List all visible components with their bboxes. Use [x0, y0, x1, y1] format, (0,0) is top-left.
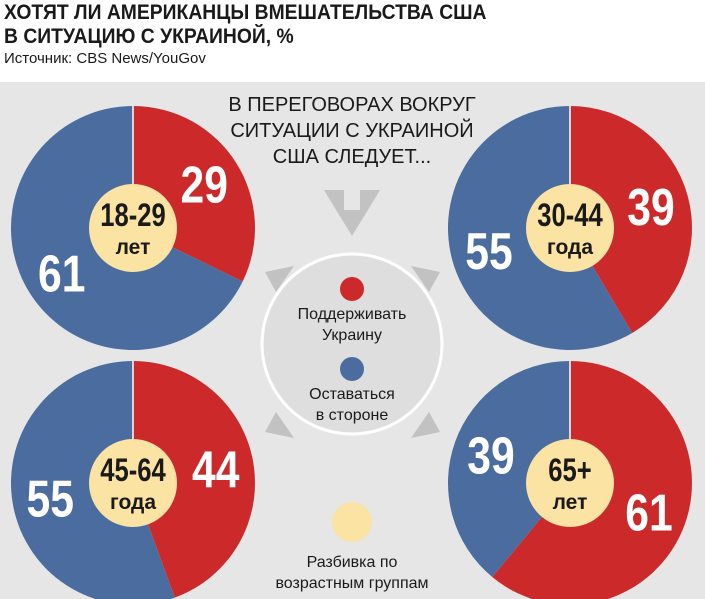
- pie-center: [526, 439, 614, 527]
- data-label-stay-out: 55: [465, 223, 512, 281]
- data-label-stay-out: 61: [38, 246, 85, 304]
- age-group-label: 18-29: [100, 198, 165, 233]
- age-group-sublabel: лет: [553, 491, 588, 514]
- data-label-stay-out: 55: [27, 471, 74, 529]
- pie-center: [89, 184, 177, 272]
- data-label-stay-out: 39: [467, 428, 514, 486]
- question-text-line: В ПЕРЕГОВОРАХ ВОКРУГ: [228, 94, 476, 116]
- down-arrow-icon: [324, 190, 380, 236]
- arrow-bottom-left-icon: [265, 412, 294, 438]
- legend-stay-out-label: в стороне: [316, 407, 389, 424]
- pie-slice-support: [133, 361, 255, 598]
- age-group-label: 30-44: [537, 198, 602, 233]
- legend-stay-out-label: Оставаться: [309, 386, 395, 403]
- age-group-sublabel: года: [110, 491, 156, 514]
- chart-title-line-1: ХОТЯТ ЛИ АМЕРИКАНЦЫ ВМЕШАТЕЛЬСТВА США: [4, 1, 487, 24]
- pie-slice-support: [570, 106, 692, 333]
- legend-support-label: Поддерживать: [298, 306, 407, 323]
- data-label-support: 39: [627, 179, 674, 237]
- source-note: Источник: CBS News/YouGov: [4, 50, 206, 67]
- arrow-top-right-icon: [411, 266, 440, 292]
- data-label-support: 61: [625, 485, 672, 543]
- pie-slice-stay-out: [447, 361, 570, 577]
- legend-age-label: Разбивка по: [307, 554, 398, 571]
- legend-support-swatch: [340, 277, 364, 301]
- data-label-support: 29: [181, 157, 228, 215]
- pie-center: [526, 184, 614, 272]
- question-text-line: СИТУАЦИИ С УКРАИНОЙ: [230, 118, 473, 142]
- chart-title-line-2: В СИТУАЦИЮ С УКРАИНОЙ, %: [4, 25, 294, 48]
- arrow-top-left-icon: [265, 266, 294, 292]
- age-group-label: 45-64: [100, 453, 165, 488]
- legend-stay-out-swatch: [340, 357, 364, 381]
- arrow-bottom-right-icon: [411, 412, 440, 438]
- legend-support-label: Украину: [322, 327, 382, 344]
- legend-age-swatch: [332, 502, 372, 542]
- header: ХОТЯТ ЛИ АМЕРИКАНЦЫ ВМЕШАТЕЛЬСТВА США В …: [0, 0, 705, 80]
- question-text-line: США СЛЕДУЕТ...: [273, 146, 431, 168]
- age-group-sublabel: года: [547, 236, 593, 259]
- pie-center: [89, 439, 177, 527]
- age-group-sublabel: лет: [116, 236, 151, 259]
- legend-age-label: возрастным группам: [275, 575, 428, 592]
- age-group-label: 65+: [548, 453, 591, 488]
- legend-circle: [260, 252, 444, 436]
- data-label-support: 44: [192, 441, 240, 499]
